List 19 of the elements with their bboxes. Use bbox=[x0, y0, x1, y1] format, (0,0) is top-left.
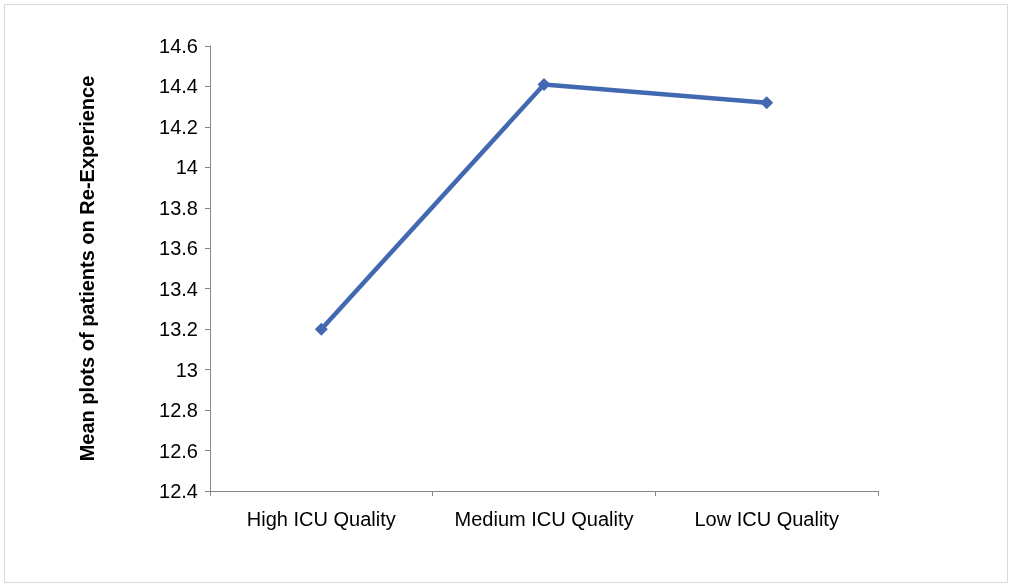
x-tick-label: Low ICU Quality bbox=[694, 508, 839, 530]
y-tick-label: 14.2 bbox=[159, 115, 198, 138]
y-tick-label: 13.8 bbox=[159, 196, 198, 219]
y-axis-title: Mean plots of patients on Re-Experience bbox=[76, 75, 98, 462]
x-tick-label: Medium ICU Quality bbox=[454, 508, 634, 530]
y-tick-label: 14.4 bbox=[159, 75, 198, 98]
y-tick-label: 12.4 bbox=[159, 480, 198, 502]
y-tick-label: 14.6 bbox=[159, 35, 198, 57]
y-tick-label: 12.8 bbox=[159, 399, 198, 422]
point bbox=[760, 96, 774, 110]
point bbox=[314, 322, 328, 336]
point bbox=[537, 77, 551, 91]
x-tick-label: High ICU Quality bbox=[246, 508, 396, 530]
y-tick-label: 13.2 bbox=[159, 318, 198, 341]
y-tick-label: 13 bbox=[175, 358, 198, 381]
y-tick-label: 13.6 bbox=[159, 237, 198, 260]
y-tick-label: 12.6 bbox=[159, 439, 198, 462]
y-tick-label: 13.4 bbox=[159, 277, 198, 300]
y-tick-label: 14 bbox=[175, 156, 198, 179]
